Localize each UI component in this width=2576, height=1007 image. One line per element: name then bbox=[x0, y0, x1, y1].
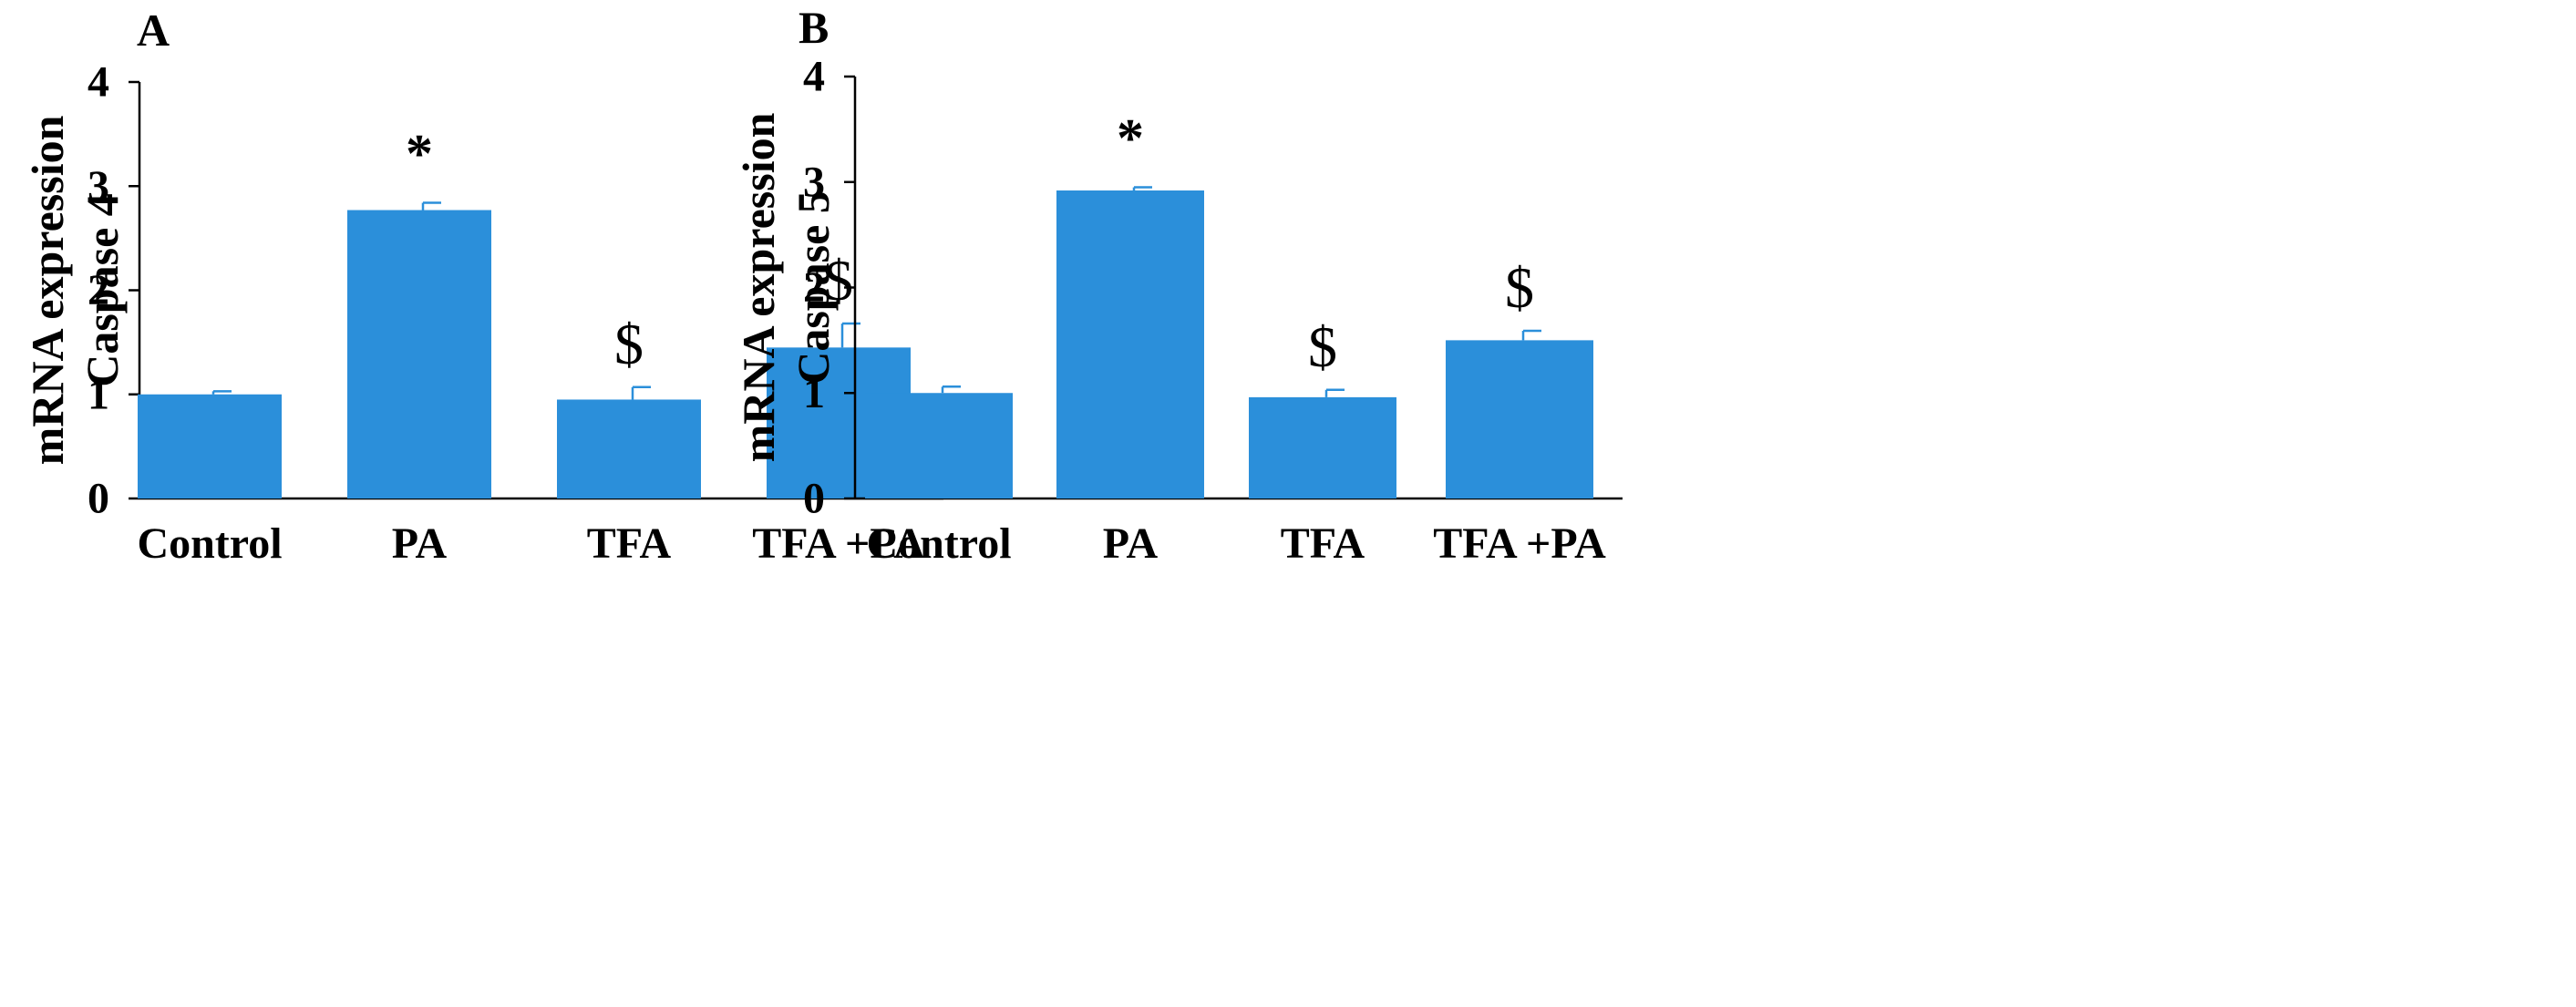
panel-b-ytick-label: 3 bbox=[803, 158, 825, 206]
panel-a-ytick-label: 2 bbox=[88, 266, 109, 314]
panel-b-ylabel-line1: mRNA expression bbox=[733, 112, 784, 462]
panel-b: B mRNA expression Caspase 5 0 1 2 3 4 Control… bbox=[733, 2, 1623, 568]
panel-b-label: B bbox=[799, 2, 829, 53]
panel-a-ylabel-line2: Caspase 4 bbox=[77, 193, 128, 387]
panel-a-bar bbox=[347, 210, 491, 498]
panel-b-ytick-label: 4 bbox=[803, 53, 825, 101]
panel-a-bar bbox=[138, 394, 282, 498]
panel-b-category-label: TFA +PA bbox=[1433, 519, 1606, 568]
panel-b-significance-dollar: $ bbox=[1505, 255, 1534, 320]
panel-a-ytick-label: 3 bbox=[88, 162, 109, 211]
panel-b-significance-dollar: $ bbox=[1308, 314, 1337, 379]
panel-a-category-label: Control bbox=[137, 519, 282, 568]
panel-b-bar bbox=[1056, 190, 1204, 498]
panel-b-bar bbox=[865, 393, 1013, 498]
panel-a-ytick-label: 1 bbox=[88, 370, 109, 418]
panel-a-category-label: TFA bbox=[587, 519, 672, 568]
panel-a-ytick-label: 4 bbox=[88, 58, 109, 107]
panel-b-bar bbox=[1446, 340, 1593, 498]
panel-b-category-label: TFA bbox=[1281, 519, 1365, 568]
panel-b-ytick-label: 0 bbox=[803, 475, 825, 523]
panel-a: A mRNA expression Caspase 4 0 1 2 3 4 Control… bbox=[22, 5, 943, 568]
panel-b-category-label: Control bbox=[866, 519, 1011, 568]
panel-a-ytick-label: 0 bbox=[88, 475, 109, 523]
panel-b-category-label: PA bbox=[1103, 519, 1159, 568]
panel-b-ytick-label: 2 bbox=[803, 263, 825, 312]
panel-a-category-label: PA bbox=[392, 519, 448, 568]
panel-a-label: A bbox=[137, 5, 170, 56]
panel-b-bar bbox=[1249, 396, 1396, 498]
panel-a-ylabel-line1: mRNA expression bbox=[22, 115, 73, 465]
panel-a-significance-star: * bbox=[406, 124, 433, 184]
panel-a-bar bbox=[557, 399, 701, 498]
panel-b-significance-star: * bbox=[1117, 108, 1144, 169]
panel-a-category-label: TFA +PA bbox=[752, 519, 925, 568]
panel-b-ytick-label: 1 bbox=[803, 369, 825, 417]
panel-a-significance-dollar: $ bbox=[824, 248, 853, 313]
panel-b-ylabel-line2: Caspase 5 bbox=[788, 190, 839, 385]
panel-a-significance-dollar: $ bbox=[614, 312, 644, 376]
